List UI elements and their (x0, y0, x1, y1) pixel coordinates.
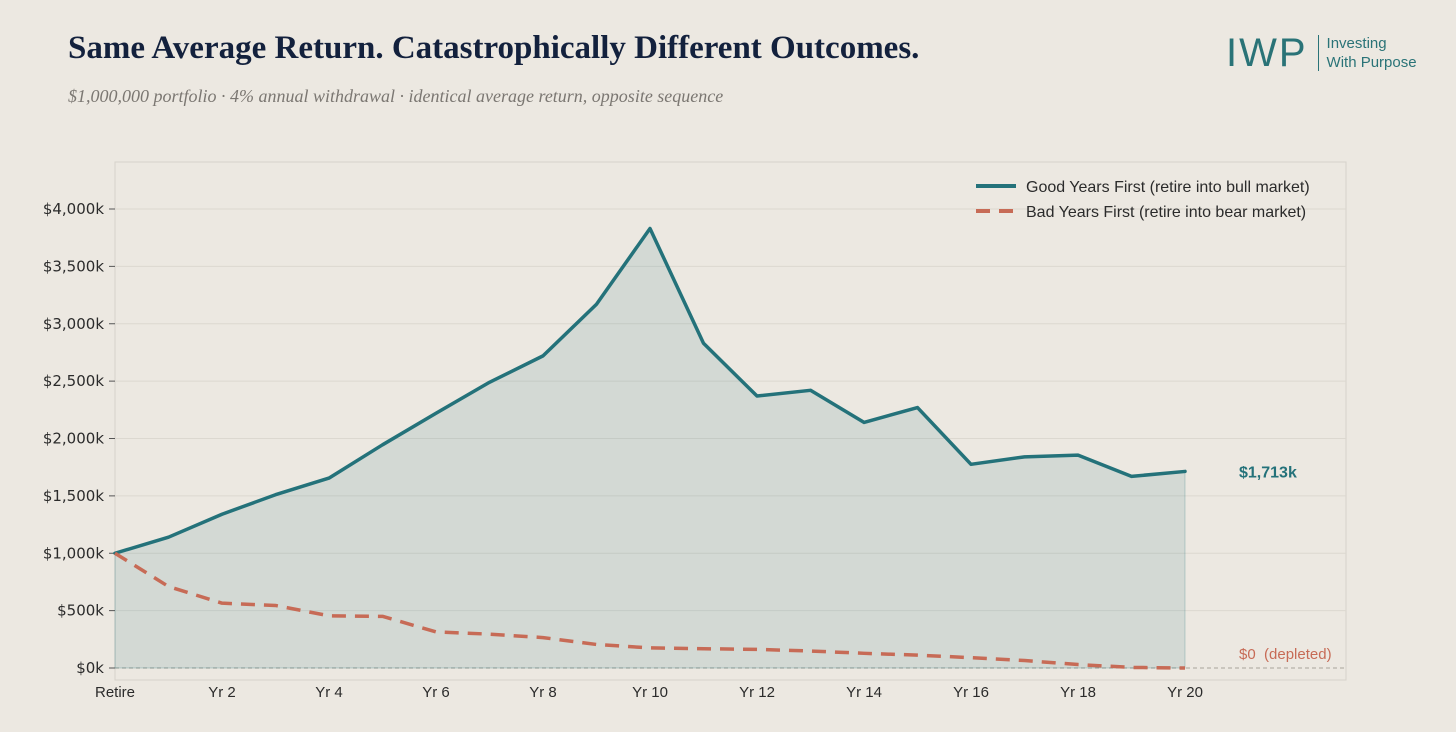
legend-label-good: Good Years First (retire into bull marke… (1026, 179, 1310, 196)
x-tick-label: Yr 16 (953, 684, 989, 701)
x-tick-label: Yr 18 (1060, 684, 1096, 701)
logo-tagline: Investing With Purpose (1327, 34, 1417, 72)
logo-line-2: With Purpose (1326, 54, 1417, 71)
x-tick-label: Yr 20 (1167, 684, 1203, 701)
y-tick-label: $2,000k (43, 430, 104, 448)
y-tick-label: $3,000k (43, 315, 104, 333)
y-tick-label: $1,000k (43, 544, 104, 562)
x-tick-label: Yr 2 (208, 684, 236, 701)
plot-frame (114, 161, 1347, 681)
good-series-end-label: $1,713k (1239, 464, 1297, 481)
x-tick-label: Yr 6 (422, 684, 450, 701)
bad-series-end-label: $0 (depleted) (1239, 646, 1332, 663)
bad-series-line (114, 551, 1186, 670)
x-tick-label: Yr 12 (739, 684, 775, 701)
y-tick-label: $2,500k (43, 372, 104, 390)
y-tick-label: $3,500k (43, 257, 104, 275)
x-tick-label: Yr 14 (846, 684, 882, 701)
x-tick-label: Yr 10 (632, 684, 668, 701)
legend-label-bad: Bad Years First (retire into bear market… (1026, 204, 1306, 221)
logo-line-1: Investing (1326, 35, 1387, 52)
y-tick-label: $500k (57, 602, 104, 620)
y-tick-label: $4,000k (43, 200, 104, 218)
logo-mark: IWP (1226, 31, 1308, 75)
chart-subtitle: $1,000,000 portfolio · 4% annual withdra… (68, 86, 724, 106)
iwp-logo: IWP Investing With Purpose (1226, 32, 1417, 74)
good-series-line (113, 226, 1187, 555)
x-tick-label: Yr 8 (529, 684, 557, 701)
x-tick-label: Retire (95, 684, 135, 701)
good-series-area (114, 227, 1186, 669)
chart-title: Same Average Return. Catastrophically Di… (68, 30, 920, 66)
logo-divider (1317, 35, 1319, 71)
x-tick-label: Yr 4 (315, 684, 343, 701)
y-tick-label: $0k (76, 659, 104, 677)
y-tick-label: $1,500k (43, 487, 104, 505)
